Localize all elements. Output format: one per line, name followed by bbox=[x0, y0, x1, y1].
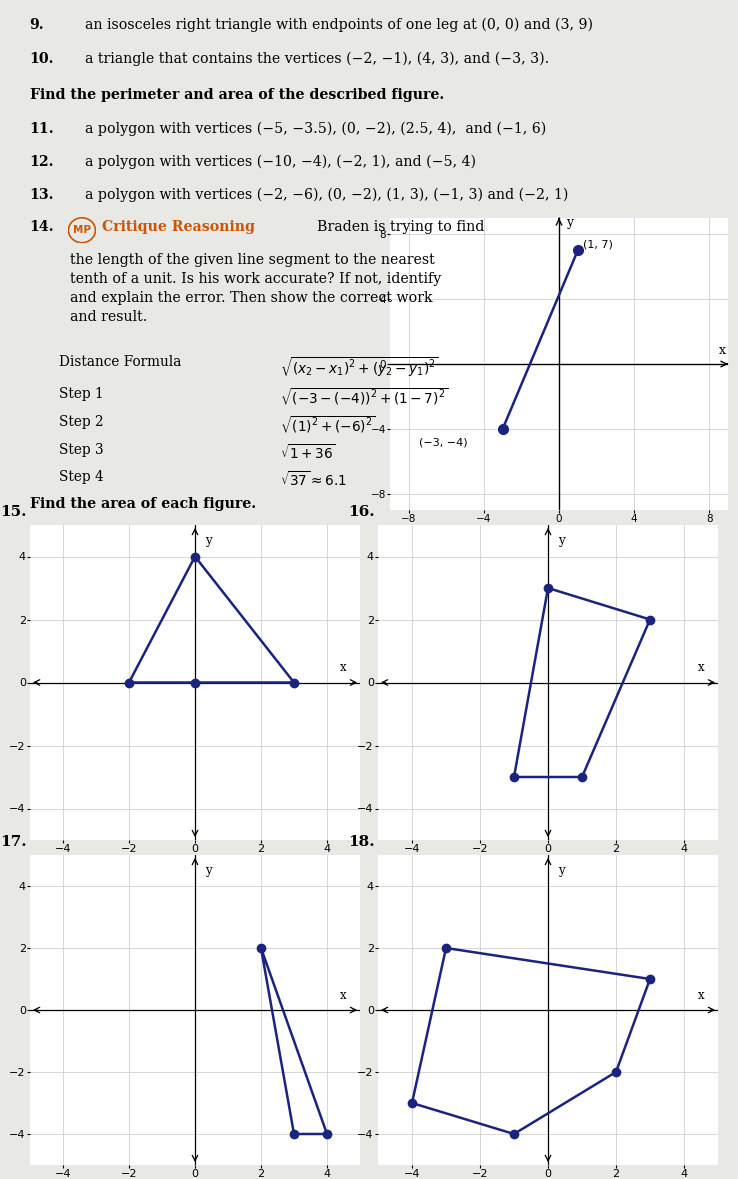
Text: and explain the error. Then show the correct work: and explain the error. Then show the cor… bbox=[70, 291, 432, 305]
Text: (−3, −4): (−3, −4) bbox=[419, 437, 468, 448]
Text: y: y bbox=[205, 534, 212, 547]
Text: an isosceles right triangle with endpoints of one leg at (0, 0) and (3, 9): an isosceles right triangle with endpoin… bbox=[85, 18, 593, 32]
Text: y: y bbox=[567, 216, 573, 229]
Text: x: x bbox=[697, 661, 704, 674]
Text: $\sqrt{1+36}$: $\sqrt{1+36}$ bbox=[280, 443, 336, 462]
Text: a polygon with vertices (−10, −4), (−2, 1), and (−5, 4): a polygon with vertices (−10, −4), (−2, … bbox=[85, 154, 476, 170]
Text: 10.: 10. bbox=[30, 52, 54, 66]
Text: MP: MP bbox=[73, 225, 91, 235]
Text: 15.: 15. bbox=[1, 505, 27, 519]
Text: the length of the given line segment to the nearest: the length of the given line segment to … bbox=[70, 253, 435, 266]
Text: a polygon with vertices (−2, −6), (0, −2), (1, 3), (−1, 3) and (−2, 1): a polygon with vertices (−2, −6), (0, −2… bbox=[85, 187, 568, 203]
Text: Distance Formula: Distance Formula bbox=[59, 355, 182, 369]
Text: x: x bbox=[340, 989, 347, 1002]
Text: 13.: 13. bbox=[30, 187, 54, 202]
Text: 17.: 17. bbox=[1, 835, 27, 849]
Text: $\sqrt{(-3-(-4))^2+(1-7)^2}$: $\sqrt{(-3-(-4))^2+(1-7)^2}$ bbox=[280, 387, 449, 408]
Text: Step 1: Step 1 bbox=[59, 387, 103, 401]
Text: Critique Reasoning: Critique Reasoning bbox=[102, 220, 255, 233]
Text: $\sqrt{(x_2-x_1)^2+(y_2-y_1)^2}$: $\sqrt{(x_2-x_1)^2+(y_2-y_1)^2}$ bbox=[280, 355, 439, 378]
Text: 16.: 16. bbox=[348, 505, 375, 519]
Text: x: x bbox=[340, 661, 347, 674]
Text: 12.: 12. bbox=[30, 154, 54, 169]
Text: $\sqrt{37}\approx 6.1$: $\sqrt{37}\approx 6.1$ bbox=[280, 470, 348, 489]
Text: Braden is trying to find: Braden is trying to find bbox=[317, 220, 485, 233]
Text: (1, 7): (1, 7) bbox=[583, 239, 613, 250]
Text: x: x bbox=[719, 344, 725, 357]
Text: Step 4: Step 4 bbox=[59, 470, 104, 485]
Text: 9.: 9. bbox=[30, 18, 44, 32]
Text: x: x bbox=[697, 989, 704, 1002]
Text: $\sqrt{(1)^2+(-6)^2}$: $\sqrt{(1)^2+(-6)^2}$ bbox=[280, 415, 376, 436]
Text: Find the area of each figure.: Find the area of each figure. bbox=[30, 498, 255, 511]
Text: a triangle that contains the vertices (−2, −1), (4, 3), and (−3, 3).: a triangle that contains the vertices (−… bbox=[85, 52, 549, 66]
Text: Find the perimeter and area of the described figure.: Find the perimeter and area of the descr… bbox=[30, 88, 444, 103]
Text: 11.: 11. bbox=[30, 121, 54, 136]
Text: y: y bbox=[558, 863, 565, 877]
Text: y: y bbox=[205, 863, 212, 877]
Text: a polygon with vertices (−5, −3.5), (0, −2), (2.5, 4),  and (−1, 6): a polygon with vertices (−5, −3.5), (0, … bbox=[85, 121, 546, 137]
Text: Step 3: Step 3 bbox=[59, 443, 103, 457]
Text: y: y bbox=[558, 534, 565, 547]
Text: tenth of a unit. Is his work accurate? If not, identify: tenth of a unit. Is his work accurate? I… bbox=[70, 272, 441, 286]
Text: 18.: 18. bbox=[348, 835, 375, 849]
Text: and result.: and result. bbox=[70, 310, 148, 324]
Text: Step 2: Step 2 bbox=[59, 415, 103, 429]
Text: 14.: 14. bbox=[30, 220, 54, 233]
